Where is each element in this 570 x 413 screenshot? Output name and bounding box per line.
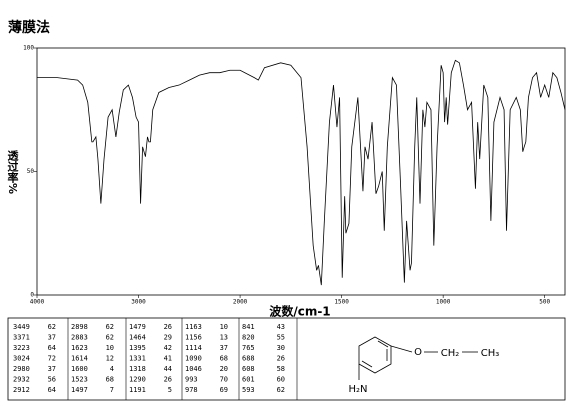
peak-transmittance: 26	[164, 323, 172, 331]
group-label: CH₂	[441, 348, 460, 359]
peak-wavenumber: 1600	[71, 365, 88, 373]
peak-wavenumber: 1331	[129, 355, 146, 363]
y-axis-label: 透过率%	[6, 150, 19, 194]
peak-transmittance: 41	[164, 355, 172, 363]
peak-transmittance: 62	[277, 386, 285, 394]
group-label: CH₃	[481, 348, 500, 359]
y-tick-label: 100	[23, 45, 34, 52]
peak-wavenumber: 2932	[13, 376, 30, 384]
peak-wavenumber: 1497	[71, 386, 88, 394]
peak-transmittance: 62	[106, 323, 114, 331]
peak-transmittance: 4	[110, 365, 114, 373]
peak-wavenumber: 2883	[71, 334, 88, 342]
atom-label: O	[414, 347, 422, 358]
peak-wavenumber: 601	[242, 376, 255, 384]
peak-wavenumber: 3024	[13, 355, 30, 363]
peak-wavenumber: 841	[242, 323, 255, 331]
peak-transmittance: 13	[220, 334, 228, 342]
x-tick-label: 1500	[334, 299, 349, 306]
peak-wavenumber: 1191	[129, 386, 146, 394]
peak-wavenumber: 3223	[13, 344, 30, 352]
peak-wavenumber: 1464	[129, 334, 146, 342]
peak-wavenumber: 2898	[71, 323, 88, 331]
x-axis-label: 波数/cm-1	[269, 304, 330, 319]
peak-wavenumber: 1090	[185, 355, 202, 363]
peak-wavenumber: 608	[242, 365, 255, 373]
peak-wavenumber: 765	[242, 344, 255, 352]
x-tick-label: 3000	[131, 299, 146, 306]
peak-transmittance: 62	[48, 323, 56, 331]
peak-wavenumber: 820	[242, 334, 255, 342]
page-title: 薄膜法	[8, 19, 50, 36]
peak-transmittance: 37	[48, 365, 56, 373]
peak-transmittance: 26	[277, 355, 285, 363]
peak-transmittance: 29	[164, 334, 172, 342]
peak-wavenumber: 978	[185, 386, 198, 394]
peak-transmittance: 64	[48, 386, 56, 394]
peak-wavenumber: 1163	[185, 323, 202, 331]
peak-wavenumber: 1046	[185, 365, 202, 373]
peak-wavenumber: 993	[185, 376, 198, 384]
x-tick-label: 2000	[233, 299, 248, 306]
peak-wavenumber: 1114	[185, 344, 202, 352]
peak-wavenumber: 3449	[13, 323, 30, 331]
structure-bonds	[358, 336, 478, 380]
peak-transmittance: 10	[106, 344, 114, 352]
peak-transmittance: 30	[277, 344, 285, 352]
peak-transmittance: 55	[277, 334, 285, 342]
group-label: H₂N	[348, 384, 367, 395]
spectrum-line	[37, 59, 566, 286]
peak-transmittance: 64	[48, 344, 56, 352]
peak-transmittance: 42	[164, 344, 172, 352]
peak-wavenumber: 1395	[129, 344, 146, 352]
x-tick-label: 500	[539, 299, 550, 306]
peak-transmittance: 37	[48, 334, 56, 342]
peak-wavenumber: 1156	[185, 334, 202, 342]
peak-transmittance: 68	[220, 355, 228, 363]
peak-transmittance: 58	[277, 365, 285, 373]
peak-wavenumber: 1614	[71, 355, 88, 363]
peak-transmittance: 69	[220, 386, 228, 394]
peak-transmittance: 5	[168, 386, 172, 394]
peak-transmittance: 68	[106, 376, 114, 384]
table-frame	[7, 317, 566, 401]
peak-transmittance: 62	[106, 334, 114, 342]
y-tick-label: 0	[30, 292, 34, 299]
peak-transmittance: 37	[220, 344, 228, 352]
peak-wavenumber: 3371	[13, 334, 30, 342]
plot-frame	[36, 47, 566, 296]
peak-transmittance: 12	[106, 355, 114, 363]
peak-wavenumber: 2912	[13, 386, 30, 394]
peak-transmittance: 60	[277, 376, 285, 384]
peak-wavenumber: 1479	[129, 323, 146, 331]
peak-transmittance: 7	[110, 386, 114, 394]
x-tick-label: 4000	[30, 299, 45, 306]
peak-transmittance: 72	[48, 355, 56, 363]
peak-wavenumber: 1290	[129, 376, 146, 384]
peak-transmittance: 43	[277, 323, 285, 331]
peak-wavenumber: 593	[242, 386, 255, 394]
peak-transmittance: 70	[220, 376, 228, 384]
x-tick-label: 1000	[436, 299, 451, 306]
peak-wavenumber: 1318	[129, 365, 146, 373]
peak-transmittance: 10	[220, 323, 228, 331]
peak-transmittance: 26	[164, 376, 172, 384]
y-tick-label: 50	[27, 168, 35, 175]
peak-wavenumber: 1523	[71, 376, 88, 384]
peak-wavenumber: 1623	[71, 344, 88, 352]
peak-transmittance: 20	[220, 365, 228, 373]
peak-wavenumber: 2980	[13, 365, 30, 373]
peak-wavenumber: 688	[242, 355, 255, 363]
peak-transmittance: 44	[164, 365, 172, 373]
peak-transmittance: 56	[48, 376, 56, 384]
